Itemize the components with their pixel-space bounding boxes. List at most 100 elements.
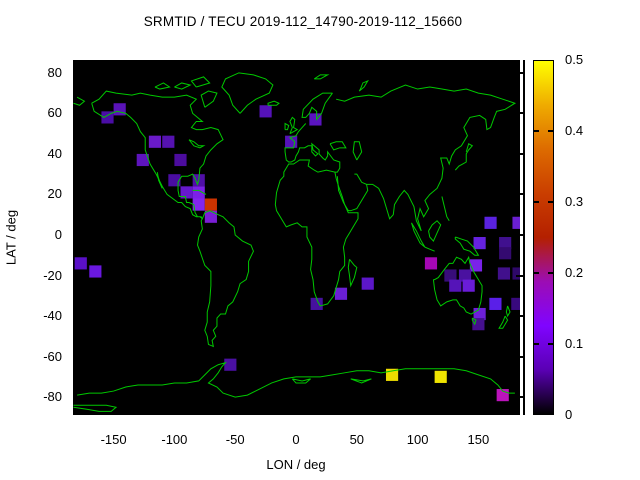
- coastline-path: [191, 77, 209, 87]
- coastline-path: [222, 73, 273, 114]
- right-axis-tick: [516, 355, 525, 358]
- coastline-path: [302, 93, 332, 119]
- right-axis-tick: [516, 112, 525, 115]
- coastline-path: [73, 97, 84, 105]
- y-tick-label: -60: [43, 348, 62, 364]
- x-tick-label: 0: [292, 432, 300, 447]
- x-tick-label: 100: [406, 432, 429, 447]
- y-tick-label: 20: [47, 186, 62, 202]
- map-cell: [334, 287, 348, 300]
- map-cell: [259, 105, 272, 118]
- coastline-path: [275, 124, 358, 306]
- map-cell: [511, 297, 520, 310]
- map-cell: [361, 277, 374, 290]
- right-axis-tick: [516, 315, 525, 318]
- y-tick-label: -40: [43, 308, 62, 324]
- coastline-path: [92, 91, 223, 219]
- map-cell: [162, 135, 175, 148]
- colorbar-inner-tick: [548, 130, 553, 132]
- y-tick-label: 40: [47, 145, 62, 161]
- map-cell: [180, 186, 193, 199]
- right-axis-tick: [516, 71, 525, 74]
- colorbar-inner-tick: [548, 201, 553, 203]
- map-cell: [168, 174, 181, 187]
- coastline-path: [336, 85, 515, 231]
- map-cell: [204, 210, 217, 223]
- map-cell: [424, 257, 438, 270]
- map-cell: [512, 216, 520, 229]
- plot-title: SRMTID / TECU 2019-112_14790-2019-112_15…: [143, 14, 463, 29]
- coastline-path: [193, 190, 206, 194]
- coastline-path: [201, 91, 217, 107]
- map-cell: [484, 216, 497, 229]
- coastline-path: [506, 306, 510, 316]
- y-tick-label: -20: [43, 267, 62, 283]
- map-cell: [473, 237, 486, 250]
- colorbar-tick-label: 0.4: [565, 123, 584, 138]
- map-cell: [89, 265, 102, 278]
- map-cell: [499, 237, 512, 250]
- x-tick-label: -50: [225, 432, 245, 447]
- x-tick-label: -150: [100, 432, 127, 447]
- world-map-plot-area: [73, 60, 520, 415]
- map-cell: [512, 267, 520, 280]
- y-tick-label: 60: [47, 105, 62, 121]
- map-cell: [497, 267, 511, 280]
- coastline-path: [155, 83, 170, 89]
- map-cell: [74, 257, 87, 270]
- map-cell: [174, 153, 187, 167]
- coastline-path: [455, 144, 472, 170]
- coastline-path: [337, 176, 367, 210]
- coastline-path: [285, 124, 289, 130]
- x-tick-label: 50: [349, 432, 365, 447]
- coastline-path: [425, 247, 435, 251]
- map-cell: [499, 247, 512, 260]
- right-axis-tick: [516, 193, 525, 196]
- colorbar-tick-label: 0.2: [565, 265, 584, 280]
- right-axis-border: [523, 60, 525, 415]
- coastline-path: [330, 142, 346, 150]
- coastline-path: [348, 259, 357, 285]
- colorbar-tick-label: 0: [565, 407, 573, 422]
- coastline-path: [290, 117, 297, 133]
- coastline-path: [73, 405, 116, 411]
- coastline-path: [157, 172, 162, 188]
- map-cell: [148, 135, 162, 148]
- map-cell: [192, 186, 205, 199]
- coastline-path: [292, 379, 310, 383]
- coastline-path: [472, 318, 476, 324]
- map-cell: [113, 103, 126, 116]
- coastline-path: [455, 237, 478, 255]
- right-axis-tick: [516, 396, 525, 399]
- right-axis-tick: [516, 274, 525, 277]
- coastline-path: [353, 142, 362, 160]
- y-tick-label: 80: [47, 64, 62, 80]
- coastline-path: [268, 101, 279, 105]
- coastline-path: [412, 223, 425, 247]
- coastline-path: [351, 379, 372, 383]
- map-cell: [310, 297, 323, 310]
- colorbar-inner-tick: [534, 130, 539, 132]
- map-cell: [101, 111, 114, 124]
- coastline-path: [189, 140, 204, 148]
- map-cell: [434, 370, 447, 383]
- map-cell: [224, 358, 237, 371]
- coastline-path: [77, 363, 515, 397]
- colorbar-tick-label: 0.3: [565, 194, 584, 209]
- colorbar-inner-tick: [534, 343, 539, 345]
- map-cell: [489, 297, 502, 310]
- colorbar-tick-label: 0.5: [565, 52, 584, 67]
- map-cell: [472, 318, 485, 331]
- x-axis-title: LON / deg: [266, 457, 326, 472]
- colorbar-inner-tick: [548, 272, 553, 274]
- coastline-path: [499, 316, 508, 328]
- map-cell: [449, 279, 462, 292]
- x-tick-label: -100: [161, 432, 188, 447]
- coastline-path: [198, 211, 254, 347]
- coastline-path: [433, 257, 482, 314]
- map-cell: [444, 269, 457, 282]
- map-cell: [458, 269, 472, 282]
- coastline-path: [429, 221, 441, 241]
- map-cell: [204, 198, 217, 211]
